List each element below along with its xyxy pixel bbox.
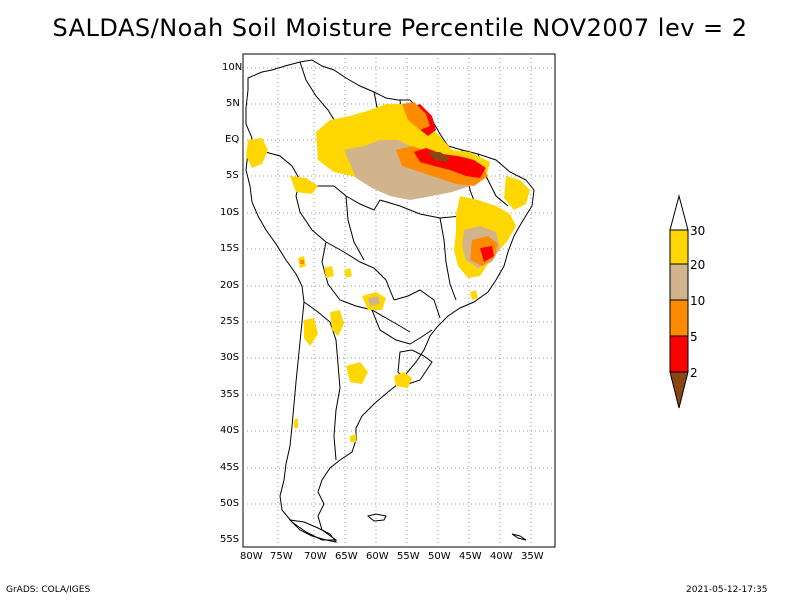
- colorbar-tick-label: 20: [690, 258, 706, 272]
- lat-label: 30S: [220, 352, 240, 363]
- footer-timestamp: 2021-05-12-17:35: [686, 585, 768, 595]
- map-frame: [242, 53, 556, 548]
- lon-label: 70W: [304, 551, 327, 562]
- lat-label: 10N: [222, 62, 243, 73]
- map-title: SALDAS/Noah Soil Moisture Percentile NOV…: [52, 14, 748, 42]
- lat-label: 10S: [220, 207, 240, 218]
- colorbar-segment-below-2: [669, 371, 689, 409]
- colorbar-tick-label: 30: [690, 224, 706, 238]
- lat-label: 5S: [226, 170, 239, 181]
- lat-label: 55S: [220, 534, 240, 545]
- south-georgia: [511, 533, 527, 541]
- colorbar-segment-10-20: [669, 263, 689, 301]
- lat-label: 5N: [226, 98, 240, 109]
- lon-label: 45W: [459, 551, 482, 562]
- colorbar-segment-5-10: [669, 299, 689, 337]
- percentile-shading: [246, 102, 530, 442]
- lat-label: 50S: [220, 498, 240, 509]
- lon-label: 60W: [366, 551, 389, 562]
- colorbar-segment-2-5: [669, 335, 689, 373]
- lat-label: EQ: [225, 134, 240, 145]
- lon-label: 50W: [428, 551, 451, 562]
- lon-label: 55W: [397, 551, 420, 562]
- lat-label: 15S: [220, 243, 240, 254]
- lon-label: 35W: [521, 551, 544, 562]
- colorbar-segment-above-30: [669, 194, 689, 231]
- lon-label: 40W: [490, 551, 513, 562]
- lat-label: 20S: [220, 280, 240, 291]
- lat-label: 45S: [220, 462, 240, 473]
- falkland-islands: [366, 513, 387, 522]
- lon-label: 80W: [240, 551, 263, 562]
- colorbar-tick-label: 2: [690, 366, 698, 380]
- footer-credit: GrADS: COLA/IGES: [6, 585, 91, 595]
- colorbar: [669, 194, 689, 409]
- lat-label: 35S: [220, 389, 240, 400]
- lon-label: 75W: [270, 551, 293, 562]
- lat-label: 40S: [220, 425, 240, 436]
- lon-label: 65W: [335, 551, 358, 562]
- colorbar-segment-20-30: [669, 229, 689, 265]
- colorbar-tick-label: 5: [690, 330, 698, 344]
- lat-label: 25S: [220, 316, 240, 327]
- tierra-del-fuego: [288, 519, 338, 543]
- colorbar-tick-label: 10: [690, 294, 706, 308]
